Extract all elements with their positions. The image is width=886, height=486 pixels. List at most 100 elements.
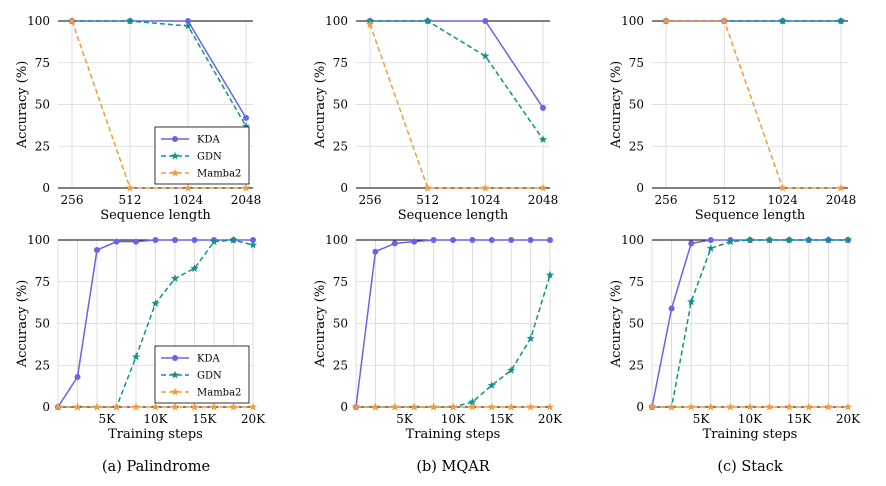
x-tick-label: 256 <box>61 193 84 207</box>
data-point-kda <box>372 248 379 255</box>
gridlines <box>355 239 551 408</box>
data-point-gdn <box>423 16 432 25</box>
x-tick-label: 512 <box>416 193 439 207</box>
data-point-mamba2 <box>229 402 238 411</box>
data-point-gdn <box>824 235 833 244</box>
data-point-mamba2 <box>131 402 141 411</box>
data-point-mamba2 <box>745 402 755 411</box>
legend-label-kda: KDA <box>197 354 220 365</box>
legend-marker-mamba2 <box>170 168 180 177</box>
data-point-mamba2 <box>720 16 729 25</box>
data-point-kda <box>391 240 398 247</box>
data-point-gdn <box>131 352 141 361</box>
data-point-mamba2 <box>248 402 258 411</box>
y-tick-label: 0 <box>636 181 644 195</box>
caption-2: (c) Stack <box>717 459 783 475</box>
x-tick-label: 10K <box>441 412 466 426</box>
y-tick-label: 100 <box>621 14 644 28</box>
data-point-mamba2 <box>778 183 787 192</box>
data-point-mamba2 <box>390 402 399 411</box>
data-point-gdn <box>190 264 199 272</box>
data-point-mamba2 <box>706 402 715 411</box>
data-point-gdn <box>706 244 715 252</box>
y-tick-label: 25 <box>629 139 644 153</box>
data-point-gdn <box>687 297 696 306</box>
data-point-mamba2 <box>53 402 63 411</box>
x-tick-label: 15K <box>787 412 812 426</box>
x-tick-label: 2048 <box>528 193 559 207</box>
legend: KDA GDN Mamba2 <box>154 345 250 404</box>
y-tick-label: 50 <box>629 317 644 331</box>
x-tick-label: 20K <box>538 412 563 426</box>
x-axis-label: Sequence length <box>695 208 806 223</box>
data-point-kda <box>172 237 178 243</box>
data-point-kda <box>469 237 476 243</box>
data-point-mamba2 <box>112 402 121 411</box>
data-point-gdn <box>765 235 774 244</box>
chart-top-left: 0 25 50 75 100 256 512 1024 2048 Sequence length A… <box>15 14 261 223</box>
series-mamba2 <box>53 402 258 411</box>
data-point-mamba2 <box>726 402 735 411</box>
legend-marker-gdn <box>170 370 180 379</box>
data-point-mamba2 <box>526 402 535 411</box>
y-axis-label: Accuracy (%) <box>609 280 624 369</box>
data-point-gdn <box>151 299 160 307</box>
data-point-gdn <box>183 21 193 30</box>
series-kda <box>353 237 553 410</box>
data-point-mamba2 <box>804 402 813 411</box>
y-tick-label: 0 <box>42 400 50 414</box>
data-point-mamba2 <box>67 16 77 25</box>
series-mamba2 <box>351 402 555 411</box>
data-point-gdn <box>468 397 477 406</box>
x-tick-label: 5K <box>396 412 414 426</box>
data-point-mamba2 <box>468 402 477 411</box>
y-tick-label: 100 <box>621 233 644 247</box>
data-point-mamba2 <box>241 183 251 192</box>
y-tick-label: 50 <box>333 98 348 112</box>
x-tick-label: 1024 <box>470 193 501 207</box>
data-point-kda <box>411 238 418 245</box>
series-line-mamba2 <box>71 20 246 189</box>
data-point-mamba2 <box>545 402 555 411</box>
data-point-kda <box>74 373 81 380</box>
data-point-gdn <box>804 235 813 244</box>
data-point-mamba2 <box>423 183 432 192</box>
x-axis-label: Sequence length <box>100 208 211 223</box>
data-point-mamba2 <box>785 402 794 411</box>
y-tick-label: 100 <box>27 14 50 28</box>
series-line-kda <box>370 20 544 109</box>
y-tick-label: 50 <box>629 98 644 112</box>
data-point-gdn <box>170 274 180 282</box>
data-point-mamba2 <box>429 402 438 411</box>
y-axis-label: Accuracy (%) <box>313 280 328 369</box>
x-tick-label: 10K <box>143 412 168 426</box>
legend-marker-mamba2 <box>170 387 180 396</box>
series-line-mamba2 <box>369 24 543 189</box>
data-point-gdn <box>125 16 135 25</box>
data-point-mamba2 <box>365 20 375 28</box>
series-line-kda <box>72 20 247 119</box>
data-point-mamba2 <box>170 402 180 411</box>
x-tick-label: 1024 <box>767 193 798 207</box>
data-point-gdn <box>241 121 251 130</box>
data-point-mamba2 <box>125 183 135 192</box>
data-point-mamba2 <box>765 402 774 411</box>
y-tick-label: 75 <box>333 275 348 289</box>
x-axis-label: Training steps <box>406 427 501 442</box>
legend: KDA GDN Mamba2 <box>154 126 250 185</box>
data-point-gdn <box>778 16 787 25</box>
data-point-kda <box>547 237 553 243</box>
gridlines <box>651 239 849 408</box>
series-line-gdn <box>72 20 247 127</box>
x-axis-label: Training steps <box>108 427 203 442</box>
data-point-mamba2 <box>538 183 548 192</box>
data-point-mamba2 <box>190 402 199 411</box>
data-point-kda <box>488 237 495 243</box>
legend-label-mamba2: Mamba2 <box>197 388 241 399</box>
data-point-mamba2 <box>73 402 82 411</box>
y-tick-label: 0 <box>340 181 348 195</box>
data-point-kda <box>185 18 191 24</box>
data-point-mamba2 <box>481 183 490 192</box>
y-tick-label: 75 <box>333 56 348 70</box>
data-point-kda <box>191 237 198 243</box>
